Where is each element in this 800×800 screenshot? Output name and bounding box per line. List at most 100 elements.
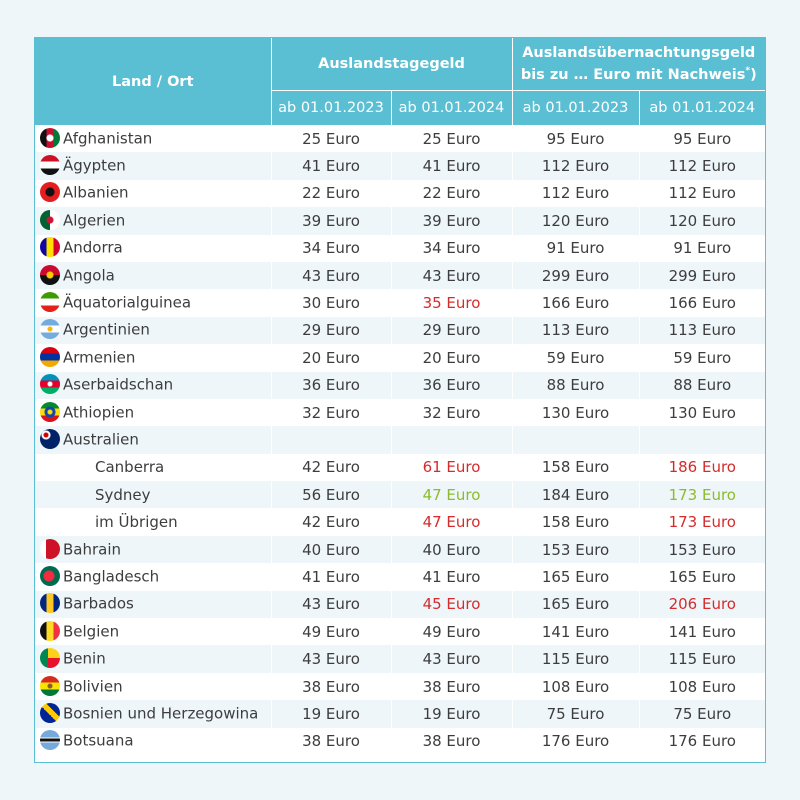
value-tagegeld-2023: 42 Euro: [271, 508, 392, 536]
value-uebernachtung-2024: 206 Euro: [639, 590, 766, 619]
header-tagegeld-2024: ab 01.01.2024: [391, 90, 513, 125]
table-row: Athiopien 32 Euro 32 Euro 130 Euro 130 Euro: [35, 398, 765, 427]
flag-equatorial-guinea-icon: [40, 292, 60, 313]
table-row: Armenien 20 Euro 20 Euro 59 Euro 59 Euro: [35, 344, 765, 372]
table-row: Canberra 42 Euro 61 Euro 158 Euro 186 Euro: [35, 453, 765, 482]
value-uebernachtung-2023: 113 Euro: [512, 316, 640, 345]
value-uebernachtung-2023: 91 Euro: [512, 234, 640, 262]
country-name: Ägypten: [63, 156, 126, 175]
table-row: Benin 43 Euro 43 Euro 115 Euro 115 Euro: [35, 645, 766, 673]
value-tagegeld-2024: 25 Euro: [391, 125, 513, 153]
country-name: Afghanistan: [63, 129, 153, 148]
table-row: Afghanistan 25 Euro 25 Euro 95 Euro 95 Euro: [35, 125, 765, 153]
table-row: Bolivien 38 Euro 38 Euro 108 Euro 108 Euro: [35, 672, 765, 701]
value-uebernachtung-2024: 141 Euro: [668, 622, 736, 641]
flag-algeria-icon: [40, 209, 60, 230]
header-uebernachtungsgeld-line1: Auslandsübernachtungsgeld: [522, 45, 756, 62]
table-row: Aserbaidschan 36 Euro 36 Euro 88 Euro 88 Eur…: [35, 371, 766, 399]
country-name: Botsuana: [63, 731, 134, 750]
country-cell: Bangladesch: [35, 563, 272, 591]
value-uebernachtung-2023: 88 Euro: [512, 371, 640, 399]
table-row: Botsuana 38 Euro 38 Euro 176 Euro 176 Euro: [35, 727, 765, 755]
value-uebernachtung-2024: 166 Euro: [668, 294, 736, 313]
table-row: Sydney 56 Euro 47 Euro 184 Euro 173 Euro: [35, 481, 766, 509]
flag-ethiopia-icon: [40, 401, 60, 422]
value-uebernachtung-2023: 176 Euro: [512, 727, 640, 755]
country-cell: im Übrigen: [35, 508, 272, 536]
table-row: Belgien 49 Euro 49 Euro 141 Euro 141 Euro: [35, 618, 765, 646]
country-cell: Angola: [35, 261, 272, 290]
table-row: Australien: [35, 426, 766, 454]
value-uebernachtung-2023: 141 Euro: [512, 618, 640, 646]
value-tagegeld-2023: 32 Euro: [271, 398, 392, 427]
flag-azerbaijan-icon: [40, 374, 60, 395]
value-uebernachtung-2023: 115 Euro: [512, 645, 640, 673]
value-tagegeld-2023: 41 Euro: [271, 152, 392, 180]
value-tagegeld-2024: 19 Euro: [391, 700, 513, 728]
value-tagegeld-2023: 42 Euro: [271, 453, 392, 482]
country-name: Belgien: [63, 622, 120, 641]
flag-bolivia-icon: [40, 675, 60, 696]
value-tagegeld-2024: 41 Euro: [391, 563, 513, 591]
country-name: Bolivien: [63, 677, 123, 695]
value-uebernachtung-2024: 120 Euro: [639, 207, 766, 235]
value-tagegeld-2023: 39 Euro: [271, 207, 392, 235]
country-cell: Australien: [35, 426, 272, 454]
value-tagegeld-2023: 41 Euro: [271, 563, 392, 591]
value-uebernachtung-2024: 88 Euro: [639, 371, 766, 399]
country-name: Äquatorialguinea: [63, 293, 192, 312]
table-row: Bahrain 40 Euro 40 Euro 153 Euro 153 Euro: [35, 535, 766, 564]
table-row: Bosnien und Herzegowina 19 Euro 19 Euro 75 …: [35, 700, 766, 728]
flag-bosnia-icon: [40, 702, 60, 723]
country-cell: Athiopien: [35, 398, 272, 427]
country-name: Barbados: [63, 594, 134, 613]
value-uebernachtung-2023: 158 Euro: [512, 508, 640, 536]
country-cell: Albanien: [35, 179, 272, 208]
country-cell: Armenien: [35, 344, 272, 372]
value-uebernachtung-2024: 299 Euro: [639, 261, 766, 290]
flag-armenia-icon: [40, 346, 60, 367]
table-row: Bangladesch 41 Euro 41 Euro 165 Euro 165 Eur…: [35, 563, 765, 591]
country-name: Athiopien: [63, 403, 135, 422]
header-tagegeld-2023: ab 01.01.2023: [271, 90, 392, 125]
value-tagegeld-2024: 35 Euro: [391, 289, 513, 317]
value-uebernachtung-2023: 299 Euro: [512, 261, 640, 290]
value-tagegeld-2023: 22 Euro: [271, 179, 392, 208]
value-tagegeld-2024: 29 Euro: [391, 316, 513, 345]
country-cell: Algerien: [35, 207, 272, 235]
country-cell: Bahrain: [35, 535, 272, 564]
value-tagegeld-2023: 43 Euro: [271, 645, 392, 673]
value-uebernachtung-2023: 95 Euro: [512, 125, 640, 153]
value-uebernachtung-2024: 59 Euro: [673, 348, 732, 367]
value-uebernachtung-2023: 120 Euro: [512, 207, 640, 235]
value-uebernachtung-2023: [512, 426, 640, 454]
header-land-ort: Land / Ort: [35, 38, 272, 125]
flag-egypt-icon: [40, 155, 60, 176]
flag-bahrain-icon: [40, 538, 60, 559]
value-uebernachtung-2024: 173 Euro: [639, 481, 766, 509]
value-uebernachtung-2024: 115 Euro: [639, 645, 766, 673]
table-row: im Übrigen 42 Euro 47 Euro 158 Euro 173 Euro: [35, 508, 765, 536]
value-uebernachtung-2024: 91 Euro: [673, 239, 732, 258]
value-uebernachtung-2023: 165 Euro: [512, 563, 640, 591]
value-tagegeld-2024: 38 Euro: [391, 727, 513, 755]
value-tagegeld-2024: [391, 426, 513, 454]
value-uebernachtung-2023: 130 Euro: [512, 398, 640, 427]
country-name: Angola: [63, 266, 115, 285]
country-cell: Afghanistan: [35, 125, 272, 153]
value-tagegeld-2024: 36 Euro: [391, 371, 513, 399]
value-uebernachtung-2024: 186 Euro: [668, 458, 736, 477]
country-name: Aserbaidschan: [63, 375, 174, 394]
value-uebernachtung-2023: 166 Euro: [512, 289, 640, 317]
flag-argentina-icon: [40, 319, 60, 340]
country-name: Bangladesch: [63, 567, 160, 586]
value-tagegeld-2023: 34 Euro: [271, 234, 392, 262]
value-tagegeld-2024: 61 Euro: [391, 453, 513, 482]
country-cell: Bolivien: [35, 672, 272, 701]
header-uebernachtung-2023: ab 01.01.2023: [512, 90, 640, 125]
table-row: Äquatorialguinea 30 Euro 35 Euro 166 Euro 16…: [35, 289, 765, 317]
value-uebernachtung-2023: 153 Euro: [512, 535, 640, 564]
header-uebernachtungsgeld: Auslandsübernachtungsgeld bis zu … Euro …: [512, 38, 766, 91]
country-cell: Bosnien und Herzegowina: [35, 700, 272, 728]
value-uebernachtung-2023: 158 Euro: [512, 453, 640, 482]
